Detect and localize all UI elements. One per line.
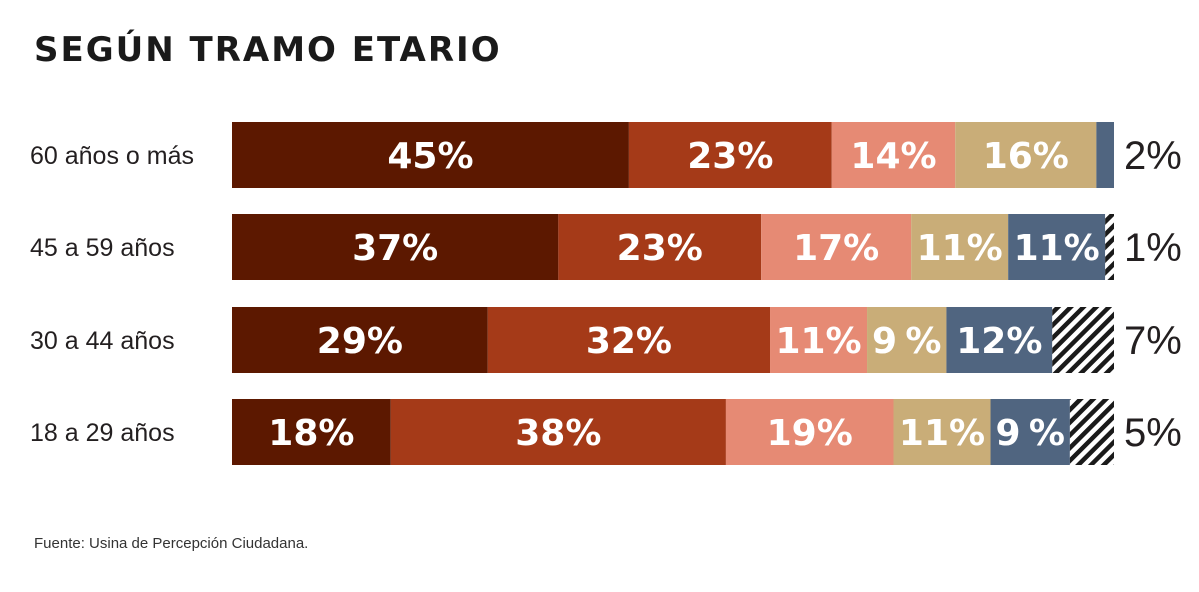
bar-segment	[990, 399, 1070, 465]
bar-segment	[831, 122, 956, 188]
segment-value-label: 14%	[850, 136, 936, 177]
segment-value-label: 17%	[793, 228, 879, 269]
bar-segment	[1052, 307, 1114, 373]
bar-segment	[770, 307, 868, 373]
bar-segment	[628, 122, 832, 188]
bar-segment	[761, 214, 912, 280]
bar-segment	[232, 399, 391, 465]
outside-value-label: 7%	[1124, 319, 1182, 363]
segment-value-label: 12%	[956, 321, 1042, 362]
bar-segment	[390, 399, 726, 465]
segment-value-label: 9%	[996, 413, 1065, 454]
segment-value-label: 23%	[617, 228, 703, 269]
bar-segment	[1105, 214, 1114, 280]
bar-segment	[232, 214, 559, 280]
outside-value-label: 1%	[1124, 226, 1182, 270]
segment-value-label: 45%	[387, 136, 473, 177]
bar-segment	[946, 307, 1053, 373]
bar-segment	[725, 399, 894, 465]
bar-segment	[955, 122, 1097, 188]
source-note: Fuente: Usina de Percepción Ciudadana.	[34, 535, 309, 552]
bar-segment	[1096, 122, 1114, 188]
segment-value-label: 37%	[352, 228, 438, 269]
bar-segment	[232, 307, 488, 373]
segment-value-label: 16%	[983, 136, 1069, 177]
outside-value-label: 2%	[1124, 134, 1182, 178]
segment-value-label: 23%	[687, 136, 773, 177]
bar-segment	[911, 214, 1009, 280]
bar-segment	[1008, 214, 1106, 280]
segment-value-label: 29%	[317, 321, 403, 362]
bar-segment	[558, 214, 762, 280]
category-label: 60 años o más	[30, 142, 194, 170]
bar-segment	[487, 307, 771, 373]
outside-value-label: 5%	[1124, 411, 1182, 455]
segment-value-label: 32%	[586, 321, 672, 362]
category-label: 45 a 59 años	[30, 234, 175, 262]
category-label: 18 a 29 años	[30, 419, 175, 447]
bar-segment	[1069, 399, 1114, 465]
segment-value-label: 11%	[917, 228, 1003, 269]
bar-segment	[867, 307, 947, 373]
category-label: 30 a 44 años	[30, 327, 175, 355]
segment-value-label: 9%	[872, 321, 941, 362]
bars-group: 60 años o más 45% 23% 14% 16% 2% 45 a 59 años 3…	[30, 122, 1182, 465]
bar-segment	[893, 399, 991, 465]
chart-title: SEGÚN TRAMO ETARIO	[34, 30, 502, 70]
segment-value-label: 19%	[767, 413, 853, 454]
segment-value-label: 11%	[899, 413, 985, 454]
segment-value-label: 11%	[775, 321, 861, 362]
segment-value-label: 18%	[268, 413, 354, 454]
bar-segment	[232, 122, 629, 188]
segment-value-label: 11%	[1014, 228, 1100, 269]
segment-value-label: 38%	[515, 413, 601, 454]
